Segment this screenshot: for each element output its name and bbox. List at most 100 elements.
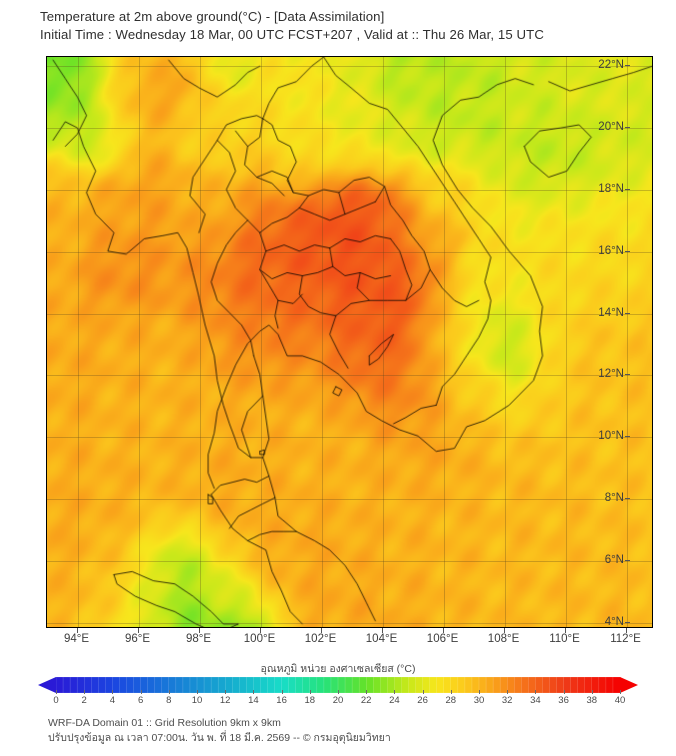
gridline-latitude	[47, 560, 652, 562]
colorbar-title: อุณหภูมิ หน่วย องศาเซลเซียส (°C)	[260, 663, 416, 675]
y-axis-tick-mark	[625, 559, 630, 561]
colorbar-tick-mark	[422, 690, 424, 694]
colorbar-tick-label: 14	[248, 695, 259, 706]
colorbar-tick-mark	[394, 690, 396, 694]
temperature-heatmap-canvas	[47, 57, 652, 627]
x-axis-tick-label: 106°E	[426, 633, 459, 645]
gridline-longitude	[565, 57, 567, 627]
colorbar-gradient	[38, 677, 638, 693]
colorbar-tick-label: 24	[389, 695, 400, 706]
colorbar-under-arrow	[38, 677, 56, 693]
colorbar-tick-mark	[507, 690, 509, 694]
y-axis-tick-mark	[625, 65, 630, 67]
colorbar-tick-label: 30	[473, 695, 485, 706]
y-axis-tick-mark	[625, 374, 630, 376]
x-axis-tick-label: 96°E	[124, 633, 151, 645]
y-axis-tick-mark	[625, 312, 630, 314]
gridline-longitude	[138, 57, 140, 627]
gridline-latitude	[47, 66, 652, 68]
x-axis-tick-label: 102°E	[304, 633, 337, 645]
colorbar-tick-label: 16	[276, 695, 287, 706]
colorbar-tick-mark	[366, 690, 368, 694]
x-axis-tick-label: 108°E	[487, 633, 520, 645]
colorbar-tick-mark	[197, 690, 198, 694]
colorbar-tick-label: 8	[166, 695, 172, 706]
y-axis-tick-label: 6°N	[604, 553, 624, 566]
colorbar-tick-mark	[309, 690, 311, 694]
colorbar-tick-label: 32	[501, 695, 513, 706]
gridline-latitude	[47, 128, 652, 130]
colorbar-tick-label: 4	[109, 695, 116, 706]
colorbar-tick-label: 6	[137, 695, 144, 706]
colorbar-tick-label: 34	[530, 695, 541, 706]
y-axis-tick-mark	[625, 436, 630, 438]
colorbar-tick-mark	[112, 690, 114, 694]
colorbar: อุณหภูมิ หน่วย องศาเซลเซียส (°C) 0 2 4 6 8 10…	[0, 660, 676, 712]
colorbar-tick-mark	[563, 690, 565, 694]
colorbar-tick-mark	[140, 690, 142, 694]
colorbar-tick-label: 28	[445, 695, 457, 706]
x-axis-tick-mark	[564, 628, 566, 633]
gridline-latitude	[47, 622, 652, 624]
colorbar-tick-mark	[225, 690, 227, 694]
map-plot-area	[46, 56, 653, 628]
x-axis-tick-mark	[76, 628, 78, 633]
x-axis-tick-label: 98°E	[185, 633, 212, 645]
y-axis-tick-label: 16°N	[598, 244, 624, 257]
colorbar-tick-mark	[450, 690, 452, 694]
gridline-longitude	[504, 57, 506, 627]
footer-block: WRF-DA Domain 01 :: Grid Resolution 9km …	[48, 716, 648, 746]
x-axis-tick-mark	[259, 628, 261, 633]
page-title: Temperature at 2m above ground(°C) - [Da…	[40, 9, 385, 24]
colorbar-tick-label: 0	[53, 695, 59, 706]
chart-subtitle: Initial Time : Wednesday 18 Mar, 00 UTC …	[40, 27, 544, 42]
colorbar-tick-mark	[479, 690, 480, 694]
y-axis-tick-label: 14°N	[598, 306, 624, 319]
gridline-longitude	[626, 57, 628, 627]
colorbar-tick-mark	[84, 690, 86, 694]
gridline-longitude	[382, 57, 384, 627]
colorbar-over-arrow	[620, 677, 638, 693]
gridline-latitude	[47, 375, 652, 377]
gridline-latitude	[47, 499, 652, 501]
colorbar-tick-mark	[338, 690, 339, 694]
y-axis-tick-label: 18°N	[598, 182, 624, 195]
x-axis-tick-label: 104°E	[365, 633, 398, 645]
gridline-latitude	[47, 313, 652, 315]
x-axis-tick-label: 112°E	[610, 633, 641, 645]
x-axis-tick-mark	[320, 628, 322, 633]
gridline-latitude	[47, 437, 652, 439]
colorbar-tick-label: 36	[558, 695, 569, 706]
x-axis-tick-mark	[625, 628, 627, 633]
colorbar-tick-label: 20	[332, 695, 344, 706]
colorbar-tick-label: 22	[360, 695, 372, 706]
gridline-latitude	[47, 251, 652, 253]
x-axis-tick-label: 110°E	[549, 633, 580, 645]
colorbar-tick-mark	[281, 690, 283, 694]
colorbar-tick-label: 18	[304, 695, 316, 706]
gridline-longitude	[260, 57, 262, 627]
colorbar-tick-mark	[56, 690, 57, 694]
colorbar-tick-label: 38	[586, 695, 598, 706]
colorbar-tick-label: 10	[191, 695, 203, 706]
colorbar-tick-label: 40	[614, 695, 626, 706]
y-axis-tick-mark	[625, 498, 630, 500]
colorbar-tick-label: 26	[417, 695, 428, 706]
colorbar-tick-mark	[253, 690, 255, 694]
x-axis-tick-mark	[137, 628, 139, 633]
colorbar-tick-label: 12	[219, 695, 231, 706]
x-axis-tick-label: 94°E	[63, 633, 90, 645]
y-axis-tick-mark	[625, 250, 630, 252]
x-axis-tick-mark	[198, 628, 200, 633]
map-frame	[46, 56, 653, 628]
chart-title-block: Temperature at 2m above ground(°C) - [Da…	[40, 8, 660, 44]
gridline-longitude	[321, 57, 323, 627]
y-axis-tick-label: 22°N	[598, 59, 624, 72]
gridline-longitude	[443, 57, 445, 627]
y-axis-tick-label: 12°N	[598, 368, 624, 381]
x-axis-tick-mark	[381, 628, 383, 633]
x-axis-tick-mark	[442, 628, 444, 633]
colorbar-tick-mark	[535, 690, 537, 694]
y-axis-tick-mark	[625, 621, 630, 623]
y-axis-tick-label: 4°N	[604, 615, 624, 628]
